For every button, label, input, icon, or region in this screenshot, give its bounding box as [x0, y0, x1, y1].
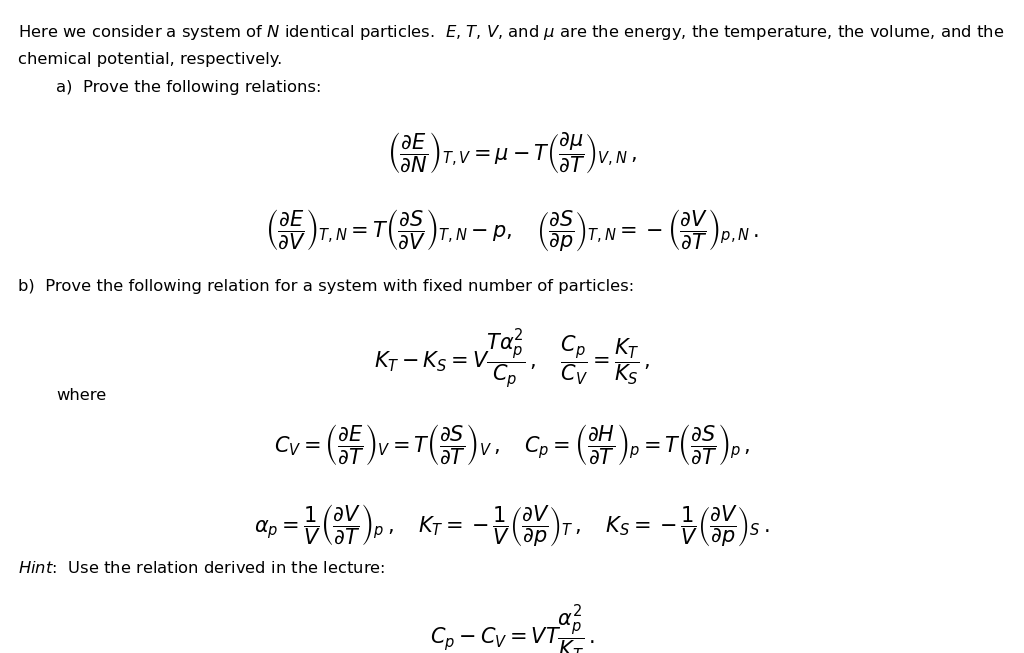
Text: $\alpha_p = \dfrac{1}{V}\left(\dfrac{\partial V}{\partial T}\right)_{p}\,,\quad : $\alpha_p = \dfrac{1}{V}\left(\dfrac{\pa…: [254, 502, 770, 549]
Text: $C_p - C_V = VT\dfrac{\alpha_p^2}{K_T}\,.$: $C_p - C_V = VT\dfrac{\alpha_p^2}{K_T}\,…: [429, 604, 595, 653]
Text: chemical potential, respectively.: chemical potential, respectively.: [18, 52, 283, 67]
Text: a)  Prove the following relations:: a) Prove the following relations:: [56, 80, 322, 95]
Text: b)  Prove the following relation for a system with fixed number of particles:: b) Prove the following relation for a sy…: [18, 279, 635, 295]
Text: $K_T - K_S = V\dfrac{T\alpha_p^2}{C_p}\,,\quad \dfrac{C_p}{C_V} = \dfrac{K_T}{K_: $K_T - K_S = V\dfrac{T\alpha_p^2}{C_p}\,…: [374, 328, 650, 391]
Text: $\left(\dfrac{\partial E}{\partial V}\right)_{T,N} = T\left(\dfrac{\partial S}{\: $\left(\dfrac{\partial E}{\partial V}\ri…: [265, 207, 759, 254]
Text: Here we consider a system of $N$ identical particles.  $E$, $T$, $V$, and $\mu$ : Here we consider a system of $N$ identic…: [18, 23, 1005, 42]
Text: $\left(\dfrac{\partial E}{\partial N}\right)_{T,V} = \mu - T\left(\dfrac{\partia: $\left(\dfrac{\partial E}{\partial N}\ri…: [387, 131, 637, 175]
Text: $C_V = \left(\dfrac{\partial E}{\partial T}\right)_{V} = T\left(\dfrac{\partial : $C_V = \left(\dfrac{\partial E}{\partial…: [273, 423, 751, 468]
Text: where: where: [56, 388, 106, 403]
Text: $\mathit{Hint}$:  Use the relation derived in the lecture:: $\mathit{Hint}$: Use the relation derive…: [18, 560, 386, 577]
